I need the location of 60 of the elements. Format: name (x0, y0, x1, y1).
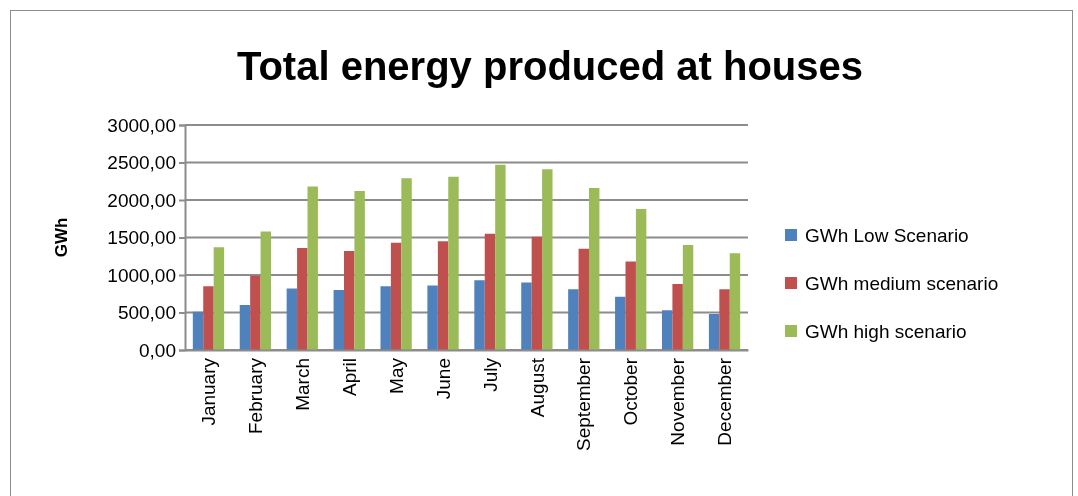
bar (250, 275, 261, 350)
bar (333, 290, 344, 350)
y-tick-label: 3000,00 (107, 114, 176, 136)
bar (354, 191, 365, 350)
bar (672, 284, 683, 350)
bar (390, 242, 402, 350)
bar (260, 231, 272, 350)
bar (239, 305, 251, 350)
x-tick-label: May (385, 357, 407, 394)
x-tick-label: November (667, 357, 689, 446)
bar (344, 251, 355, 350)
bar (495, 164, 506, 350)
bar (474, 280, 485, 350)
bar (192, 311, 204, 350)
bar (708, 314, 720, 350)
x-tick-label: October (620, 357, 642, 426)
y-tick-label: 0,00 (139, 339, 176, 361)
bar (437, 241, 449, 350)
bar (380, 286, 391, 350)
bar (589, 188, 600, 350)
x-tick-label: June (432, 358, 454, 400)
y-tick-label: 1500,00 (107, 227, 176, 249)
x-tick-label: February (245, 357, 267, 435)
legend-label: GWh high scenario (805, 320, 967, 342)
bar (625, 261, 636, 350)
bar (719, 289, 730, 350)
y-axis-title: GWh (52, 217, 71, 258)
bar (297, 248, 308, 350)
y-tick-label: 2000,00 (107, 189, 176, 211)
x-tick-label: March (291, 358, 313, 411)
bar (484, 233, 496, 350)
legend-label: GWh Low Scenario (805, 224, 969, 246)
x-tick-label: April (338, 358, 360, 397)
x-tick-label: September (573, 357, 595, 451)
bar (427, 285, 438, 350)
bar (307, 186, 318, 350)
bar (635, 209, 647, 350)
y-tick-label: 500,00 (117, 302, 176, 324)
bar (286, 288, 298, 350)
bar (578, 248, 589, 350)
bar (568, 289, 579, 350)
chart-title: Total energy produced at houses (236, 44, 864, 88)
x-tick-label: December (714, 357, 736, 446)
bar (213, 247, 225, 350)
x-tick-label: August (526, 357, 548, 418)
bar (521, 282, 532, 350)
bar (448, 176, 459, 350)
bar (661, 310, 673, 350)
y-tick-label: 2500,00 (107, 152, 176, 174)
bar (615, 296, 626, 350)
bar (682, 245, 694, 350)
bar (401, 178, 412, 350)
legend-label: GWh medium scenario (805, 272, 999, 294)
bar (531, 236, 543, 350)
bar (542, 169, 553, 350)
x-tick-label: July (479, 357, 501, 392)
x-tick-label: January (198, 357, 220, 426)
y-tick-label: 1000,00 (107, 264, 176, 286)
bar (203, 286, 214, 350)
bar (729, 253, 741, 350)
